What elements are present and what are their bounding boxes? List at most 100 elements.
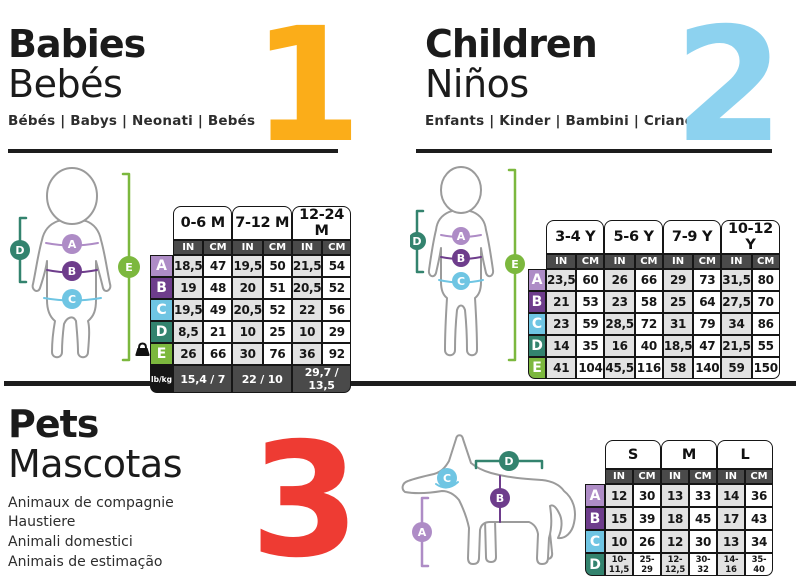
size-value-cell: 150 [751, 357, 780, 379]
baby-marker-c-label: C [68, 293, 76, 306]
size-value-cell: 10 [291, 321, 323, 343]
size-column-header: 0-6 M [173, 206, 233, 240]
size-value-cell: 59 [576, 313, 605, 335]
child-marker-d-label: D [412, 235, 421, 248]
size-value-cell: 34 [721, 313, 752, 335]
measure-row-label-a: A [150, 255, 174, 277]
size-column-header: 10-12 Y [721, 220, 780, 254]
size-value-cell: 41 [546, 357, 577, 379]
size-value-cell: 30 [633, 484, 661, 507]
children-size-table: 3-4 Y 5-6 Y 7-9 Y 10-12 Y IN CM IN CM IN CM IN CM A 2… [528, 220, 780, 379]
size-value-cell: 140 [693, 357, 722, 379]
babies-languages: Bébés | Babys | Neonati | Bebés [8, 112, 256, 129]
size-value-cell: 36 [745, 484, 773, 507]
measure-row-label-b: B [150, 277, 174, 299]
dog-marker-c-icon [437, 468, 457, 488]
babies-size-table-grid: 0-6 M 7-12 M 12-24 M IN CM IN CM IN CM A 18,5 47 19,… [150, 206, 352, 393]
size-value-cell: 17 [717, 507, 745, 530]
pets-section-number: 3 [250, 409, 360, 580]
baby-body-outline [31, 218, 112, 359]
child-marker-b-icon [452, 249, 470, 267]
dog-marker-b-icon [490, 488, 510, 508]
unit-header-in: IN [605, 469, 633, 484]
measure-row-label-a: A [585, 484, 605, 507]
baby-marker-a-icon [62, 234, 82, 254]
table-corner-spacer [585, 469, 605, 484]
child-head-outline [440, 166, 482, 214]
size-value-cell: 30 [689, 530, 717, 553]
baby-marker-b-icon [62, 261, 82, 281]
size-value-cell: 15 [605, 507, 633, 530]
size-value-cell: 58 [662, 357, 694, 379]
baby-marker-d-icon [10, 240, 30, 260]
size-value-cell: 59 [721, 357, 752, 379]
measure-row-label-d: D [585, 553, 605, 576]
size-value-cell: 23 [604, 291, 635, 313]
size-value-cell: 26 [173, 343, 204, 365]
section-children-header: Children Niños Enfants | Kinder | Bambin… [425, 24, 711, 129]
size-value-cell: 49 [203, 299, 233, 321]
size-value-cell: 18 [661, 507, 689, 530]
size-value-cell: 10 [232, 321, 263, 343]
pets-title: Pets [8, 402, 99, 446]
weight-row-label: lb/kg [150, 365, 174, 393]
size-value-cell: 26 [604, 269, 635, 291]
size-value-cell: 48 [203, 277, 233, 299]
table-corner-spacer [528, 254, 546, 269]
size-value-cell: 35-40 [745, 553, 773, 576]
unit-header-cm: CM [693, 254, 722, 269]
size-value-cell: 29 [662, 269, 694, 291]
size-value-cell: 18,5 [173, 255, 204, 277]
size-column-header: S [605, 440, 661, 469]
baby-marker-a-label: A [68, 238, 77, 251]
size-value-cell: 40 [634, 335, 663, 357]
unit-header-in: IN [661, 469, 689, 484]
size-value-cell: 73 [693, 269, 722, 291]
size-value-cell: 70 [751, 291, 780, 313]
size-value-cell: 45 [689, 507, 717, 530]
size-value-cell: 39 [633, 507, 661, 530]
pets-language-line: Animaux de compagnie [8, 494, 174, 511]
children-title: Children [425, 22, 598, 66]
dog-marker-c-label: C [443, 472, 451, 485]
size-value-cell: 19,5 [173, 299, 204, 321]
size-value-cell: 56 [322, 299, 352, 321]
pets-size-table-grid: S M L IN CM IN CM IN CM A 12 30 13 33 14 36 B 15 39 18 45 17 4… [585, 440, 773, 576]
size-value-cell: 12-12,5 [661, 553, 689, 576]
babies-size-table: 0-6 M 7-12 M 12-24 M IN CM IN CM IN CM A 18,5 47 19,… [150, 206, 352, 393]
size-value-cell: 8,5 [173, 321, 204, 343]
weight-value-cell: 15,4 / 7 [173, 365, 233, 393]
size-value-cell: 55 [751, 335, 780, 357]
size-value-cell: 104 [576, 357, 605, 379]
measure-row-label-d: D [150, 321, 174, 343]
baby-marker-e-icon [118, 256, 140, 278]
size-value-cell: 79 [693, 313, 722, 335]
size-value-cell: 20,5 [291, 277, 323, 299]
size-value-cell: 43 [745, 507, 773, 530]
size-value-cell: 52 [262, 299, 292, 321]
children-subtitle: Niños [425, 62, 529, 107]
size-column-header: 7-9 Y [662, 220, 722, 254]
size-value-cell: 66 [203, 343, 233, 365]
child-marker-e-icon [505, 254, 525, 274]
unit-header-cm: CM [634, 254, 663, 269]
children-languages: Enfants | Kinder | Bambini | Crianças [425, 112, 711, 129]
size-value-cell: 10 [605, 530, 633, 553]
unit-header-cm: CM [262, 240, 292, 255]
size-value-cell: 10-11,5 [605, 553, 633, 576]
size-value-cell: 25 [262, 321, 292, 343]
weight-value-cell: 29,7 / 13,5 [291, 365, 352, 393]
child-marker-d-icon [408, 232, 426, 250]
child-measurement-figure: A B C D E [408, 164, 525, 370]
size-value-cell: 28,5 [604, 313, 635, 335]
child-figure-svg: A B C D E [408, 166, 525, 362]
table-corner-spacer [585, 440, 605, 469]
table-corner-spacer [150, 240, 173, 255]
unit-header-in: IN [721, 254, 752, 269]
size-value-cell: 66 [634, 269, 663, 291]
unit-header-cm: CM [633, 469, 661, 484]
size-value-cell: 13 [661, 484, 689, 507]
size-value-cell: 86 [751, 313, 780, 335]
size-value-cell: 29 [322, 321, 352, 343]
size-value-cell: 26 [633, 530, 661, 553]
